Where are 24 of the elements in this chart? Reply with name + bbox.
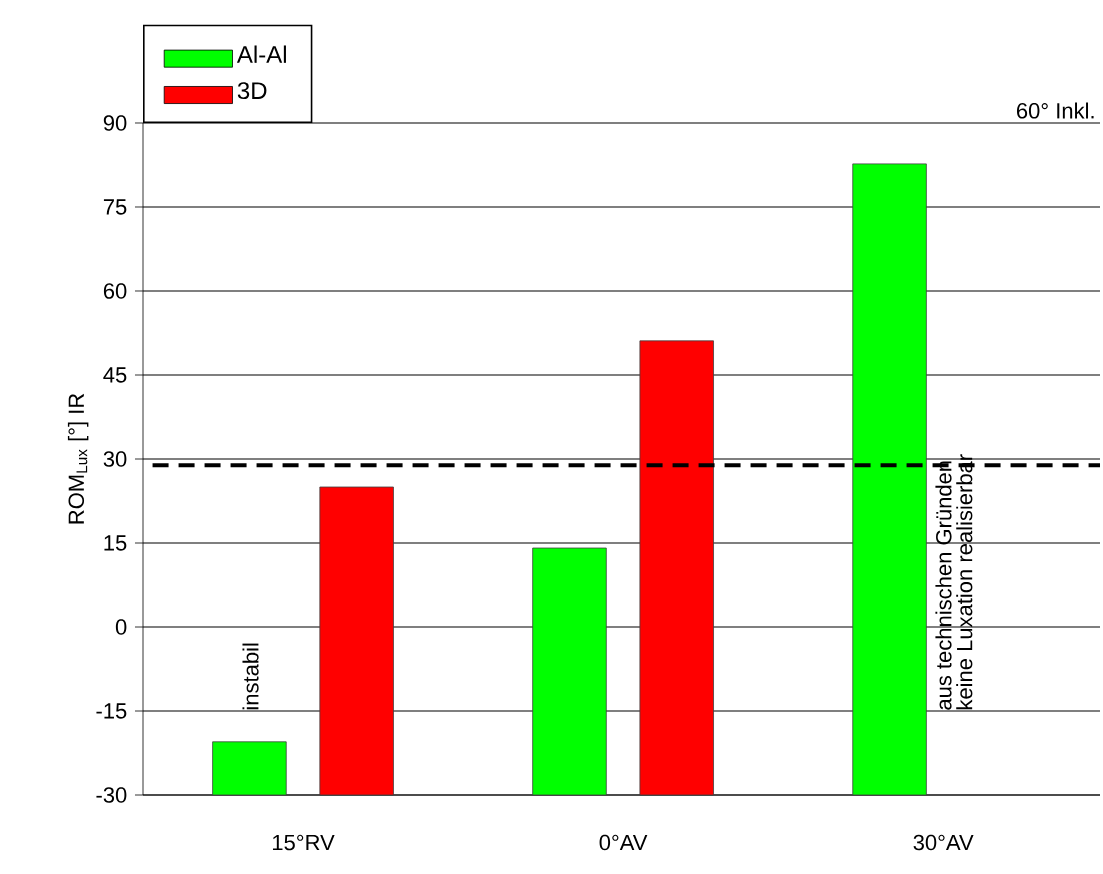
y-tick-label: 90 [103, 115, 127, 131]
legend-label: Al-Al [236, 45, 286, 63]
text: 60° Inkl. [1017, 102, 1094, 119]
annotation: keine Luxation realisierbar [956, 454, 973, 710]
y-tick-label: 15 [104, 535, 127, 551]
x-tick-label: 0°AV [599, 834, 648, 851]
y-tick-label: -30 [96, 787, 127, 803]
y-axis-title: ROM$_{Lux}$ [°] IR [67, 393, 89, 524]
y-tick-label: 60 [103, 283, 127, 299]
legend-label: 3D [237, 82, 267, 100]
bar [639, 340, 714, 796]
annotation: instabil [242, 643, 259, 710]
y-tick-label: -15 [96, 703, 127, 719]
bar [532, 547, 607, 796]
x-tick-label: 30°AV [913, 834, 974, 851]
bar [852, 163, 927, 796]
y-tick-label: 45 [103, 367, 127, 383]
x-tick-label: 15°RV [272, 834, 335, 851]
y-tick-label: 0 [115, 619, 127, 635]
annotation: aus technischen Gründen [935, 461, 952, 710]
bar [319, 486, 394, 796]
bar [212, 741, 287, 796]
y-tick-label: 30 [103, 451, 127, 467]
y-tick-label: 75 [103, 199, 127, 215]
